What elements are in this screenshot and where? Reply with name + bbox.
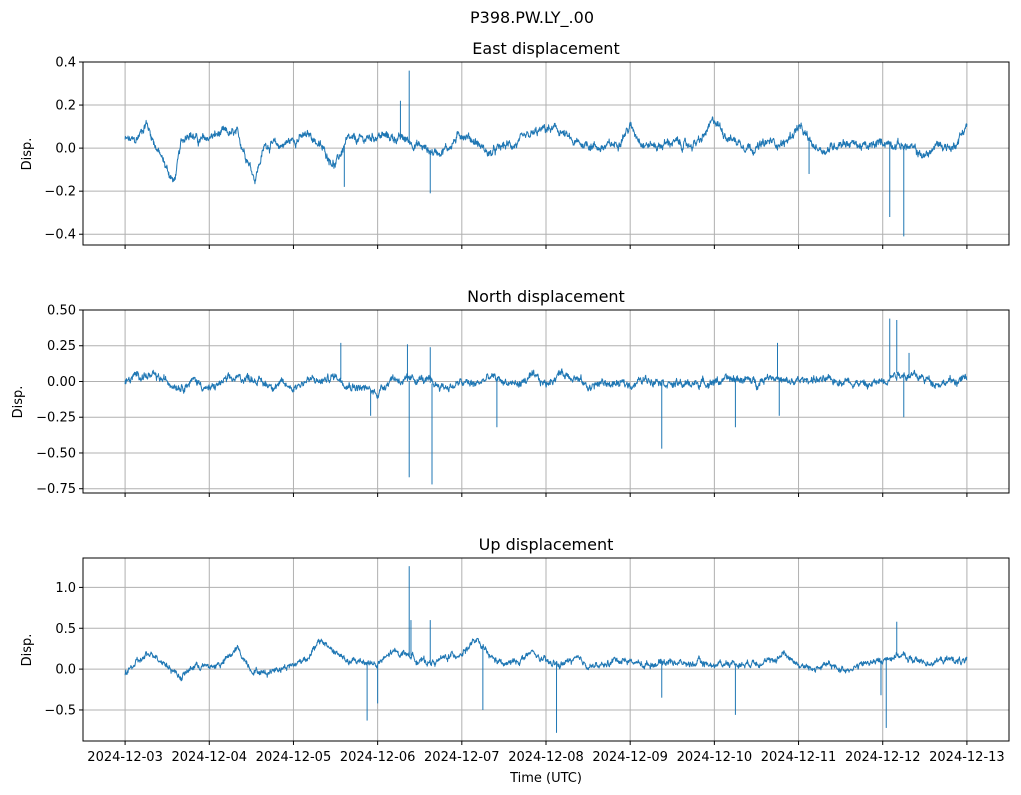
east-series-line — [124, 116, 968, 185]
up-displacement-panel: Up displacement Disp. Time (UTC) 2024-12… — [20, 535, 1010, 786]
x-axis-label: Time (UTC) — [509, 771, 582, 786]
east-displacement-panel: East displacement Disp. 0.4 0.2 0.0 −0.2 −0.… — [20, 39, 1010, 249]
east-y-tick-label: −0.2 — [44, 185, 76, 200]
x-tick-label: 2024-12-05 — [256, 750, 332, 765]
north-y-axis-label: Disp. — [11, 386, 26, 419]
north-y-tick-label: −0.25 — [36, 411, 76, 426]
east-y-tick-label: 0.2 — [55, 99, 76, 114]
x-tick-label: 2024-12-08 — [508, 750, 584, 765]
up-series-line — [124, 637, 968, 682]
north-displacement-panel: North displacement Disp. 0.50 0.25 0.00 −0.… — [11, 287, 1010, 497]
east-axes-frame — [82, 61, 1010, 246]
north-axes-frame — [82, 309, 1010, 494]
north-y-tick-label: 0.25 — [47, 339, 76, 354]
x-tick-label: 2024-12-10 — [677, 750, 753, 765]
north-y-tick-label: −0.75 — [36, 482, 76, 497]
east-panel-title: East displacement — [472, 39, 619, 58]
east-y-axis-label: Disp. — [20, 138, 35, 171]
up-y-tick-label: 0.5 — [55, 622, 76, 637]
x-tick-label: 2024-12-06 — [340, 750, 416, 765]
up-panel-title: Up displacement — [479, 535, 614, 554]
x-tick-label: 2024-12-12 — [845, 750, 921, 765]
x-tick-label: 2024-12-04 — [171, 750, 247, 765]
north-panel-title: North displacement — [467, 287, 625, 306]
x-tick-label: 2024-12-09 — [592, 750, 668, 765]
up-axes-frame — [82, 557, 1010, 742]
up-y-tick-label: −0.5 — [44, 703, 76, 718]
east-y-tick-label: −0.4 — [44, 228, 76, 243]
up-y-tick-label: 0.0 — [55, 663, 76, 678]
north-y-tick-label: 0.50 — [47, 304, 76, 319]
north-y-tick-label: 0.00 — [47, 375, 76, 390]
x-tick-label: 2024-12-07 — [424, 750, 500, 765]
up-y-tick-label: 1.0 — [55, 581, 76, 596]
east-y-tick-label: 0.4 — [55, 56, 76, 71]
x-tick-label: 2024-12-03 — [87, 750, 163, 765]
figure-suptitle: P398.PW.LY_.00 — [470, 8, 594, 28]
east-y-tick-label: 0.0 — [55, 142, 76, 157]
x-tick-label: 2024-12-11 — [761, 750, 837, 765]
x-tick-label: 2024-12-13 — [929, 750, 1005, 765]
north-series-line — [124, 368, 968, 399]
up-y-axis-label: Disp. — [20, 634, 35, 667]
north-y-tick-label: −0.50 — [36, 446, 76, 461]
